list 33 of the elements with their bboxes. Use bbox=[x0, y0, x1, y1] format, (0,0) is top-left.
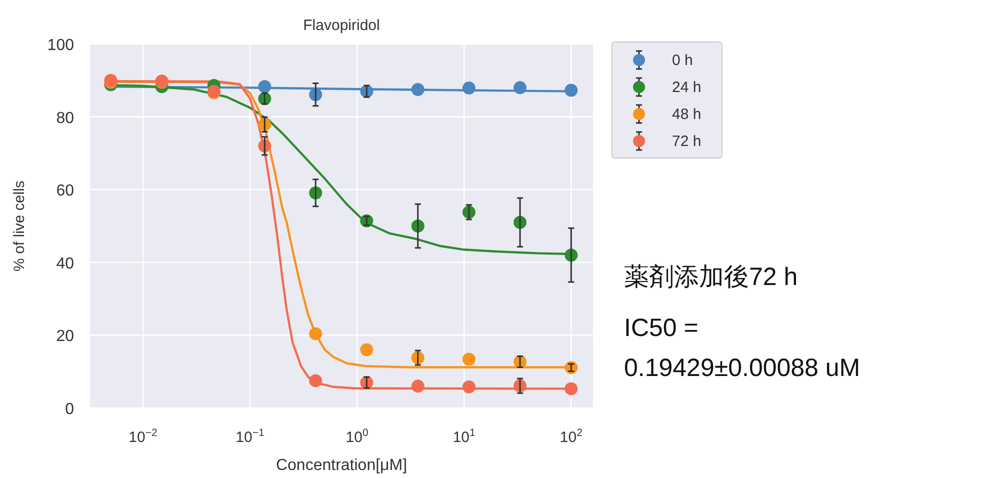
point bbox=[564, 382, 578, 396]
legend-label: 24 h bbox=[672, 79, 702, 96]
y-tick-label: 60 bbox=[56, 182, 74, 200]
y-tick-label: 0 bbox=[65, 401, 74, 418]
point bbox=[462, 352, 476, 366]
y-tick-label: 100 bbox=[47, 37, 74, 54]
y-axis-title: % of live cells bbox=[11, 180, 28, 272]
point bbox=[309, 374, 322, 388]
point bbox=[411, 83, 424, 96]
chart-title: Flavopiridol bbox=[303, 17, 380, 34]
point bbox=[564, 84, 578, 97]
legend-label: 48 h bbox=[672, 106, 702, 123]
text: 薬剤添加後72 h bbox=[624, 263, 798, 291]
point bbox=[411, 380, 424, 393]
x-tick-label: 10$^{1}$ bbox=[452, 427, 476, 446]
y-tick-label: 80 bbox=[56, 110, 74, 127]
x-tick-label: 10$^{0}$ bbox=[346, 427, 368, 446]
x-tick-label: 10$^{2}$ bbox=[560, 427, 583, 446]
point bbox=[462, 380, 476, 394]
y-tick-label: 40 bbox=[56, 255, 74, 272]
point bbox=[514, 81, 527, 94]
point bbox=[360, 343, 374, 356]
text: IC50 = bbox=[624, 314, 698, 342]
x-tick-label: 10$^{−2}$ bbox=[128, 427, 158, 446]
point bbox=[462, 82, 476, 95]
legend-label: 0 h bbox=[672, 52, 693, 69]
point bbox=[309, 327, 322, 340]
text: 0.19429±0.00088 uM bbox=[624, 354, 860, 382]
y-tick-label: 20 bbox=[56, 328, 74, 346]
legend-label: 72 h bbox=[672, 133, 702, 150]
point bbox=[258, 80, 272, 94]
x-tick-label: 10$^{−1}$ bbox=[236, 427, 264, 446]
x-axis-title: Concentration[μM] bbox=[276, 457, 408, 474]
